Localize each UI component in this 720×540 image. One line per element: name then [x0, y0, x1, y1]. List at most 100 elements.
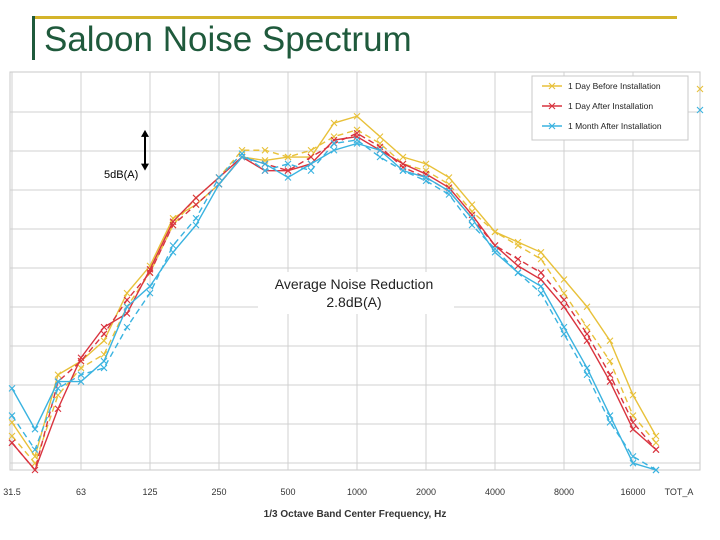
- data-point: [468, 221, 476, 229]
- data-point: [31, 446, 39, 453]
- data-point: [583, 330, 591, 338]
- data-point: [606, 337, 614, 345]
- data-point: [284, 174, 292, 181]
- data-point: [537, 289, 545, 297]
- data-point: [284, 153, 292, 161]
- data-point: [8, 418, 16, 426]
- data-point: [514, 255, 522, 263]
- data-point: [192, 194, 200, 202]
- data-point: [77, 357, 85, 365]
- data-point: [537, 255, 545, 263]
- data-point: [629, 459, 637, 467]
- data-point: [54, 384, 62, 392]
- data-point: [560, 296, 568, 304]
- data-point: [100, 337, 108, 345]
- data-point: [629, 453, 637, 460]
- data-point: [376, 133, 384, 141]
- data-point: [192, 201, 200, 209]
- data-point: [468, 201, 476, 209]
- data-point: [238, 150, 246, 158]
- data-point: [560, 276, 568, 283]
- data-point: [353, 129, 361, 137]
- legend-swatch-marker: [548, 122, 556, 130]
- scale-arrow-head-up: [141, 129, 149, 137]
- data-point: [514, 269, 522, 277]
- data-point: [330, 119, 338, 127]
- data-point: [583, 323, 591, 331]
- series-layer: [8, 112, 660, 474]
- data-point: [100, 323, 108, 331]
- x-tick-label: 63: [76, 487, 86, 497]
- data-point: [629, 418, 637, 426]
- data-point: [445, 191, 453, 198]
- data-point: [422, 160, 430, 168]
- data-point: [399, 167, 407, 175]
- legend-extra-marker: [696, 85, 704, 93]
- legend-label: 1 Day Before Installation: [568, 81, 661, 91]
- data-point: [169, 221, 177, 229]
- data-point: [307, 160, 315, 168]
- data-point: [77, 378, 85, 385]
- data-point: [560, 303, 568, 311]
- data-point: [560, 330, 568, 338]
- x-tick-label: 500: [280, 487, 295, 497]
- data-point: [376, 153, 384, 161]
- data-point: [537, 248, 545, 256]
- reduction-annotation: Average Noise Reduction 2.8dB(A): [258, 272, 454, 314]
- x-tick-label: 31.5: [3, 487, 21, 497]
- data-point: [100, 330, 108, 338]
- data-point: [31, 466, 39, 474]
- legend-label: 1 Day After Installation: [568, 101, 653, 111]
- data-point: [8, 439, 16, 447]
- data-point: [606, 418, 614, 426]
- data-point: [100, 364, 108, 372]
- data-point: [422, 177, 430, 185]
- x-tick-label: 250: [211, 487, 226, 497]
- data-point: [468, 214, 476, 222]
- legend-swatch-marker: [548, 102, 556, 110]
- data-point: [629, 425, 637, 433]
- data-point: [537, 269, 545, 277]
- reduction-line-1: Average Noise Reduction: [275, 276, 434, 292]
- data-point: [8, 412, 16, 419]
- x-tick-label: 1000: [347, 487, 367, 497]
- data-point: [376, 146, 384, 154]
- data-point: [353, 112, 361, 120]
- series-6: [8, 136, 660, 474]
- data-point: [123, 289, 131, 297]
- data-point: [261, 146, 269, 154]
- data-point: [284, 160, 292, 168]
- data-point: [54, 371, 62, 379]
- series-line: [11, 129, 657, 465]
- data-point: [284, 167, 292, 175]
- data-point: [215, 174, 223, 181]
- scale-label: 5dB(A): [104, 169, 138, 181]
- data-point: [514, 262, 522, 270]
- data-point: [8, 384, 16, 392]
- slide-title: Saloon Noise Spectrum: [44, 20, 412, 59]
- data-point: [77, 371, 85, 379]
- x-tick-label: 2000: [416, 487, 436, 497]
- data-point: [652, 446, 660, 453]
- data-point: [123, 303, 131, 311]
- data-point: [652, 439, 660, 447]
- data-point: [353, 136, 361, 144]
- data-point: [123, 296, 131, 304]
- data-point: [192, 214, 200, 222]
- x-tick-labels: 31.5 63 125 250 500 1000 2000 4000 8000 16000 TOT_…: [3, 487, 693, 497]
- data-point: [583, 371, 591, 379]
- data-point: [606, 371, 614, 379]
- scale-marker: 5dB(A): [100, 129, 149, 184]
- data-point: [307, 153, 315, 161]
- legend-extra-marker: [696, 106, 704, 114]
- legend-swatch-marker: [548, 82, 556, 90]
- legend-label: 1 Month After Installation: [568, 121, 662, 131]
- data-point: [491, 228, 499, 236]
- data-point: [583, 303, 591, 311]
- data-point: [445, 174, 453, 181]
- data-point: [652, 466, 660, 474]
- reduction-line-2: 2.8dB(A): [326, 294, 381, 310]
- data-point: [54, 378, 62, 385]
- x-axis-label: 1/3 Octave Band Center Frequency, Hz: [264, 509, 447, 520]
